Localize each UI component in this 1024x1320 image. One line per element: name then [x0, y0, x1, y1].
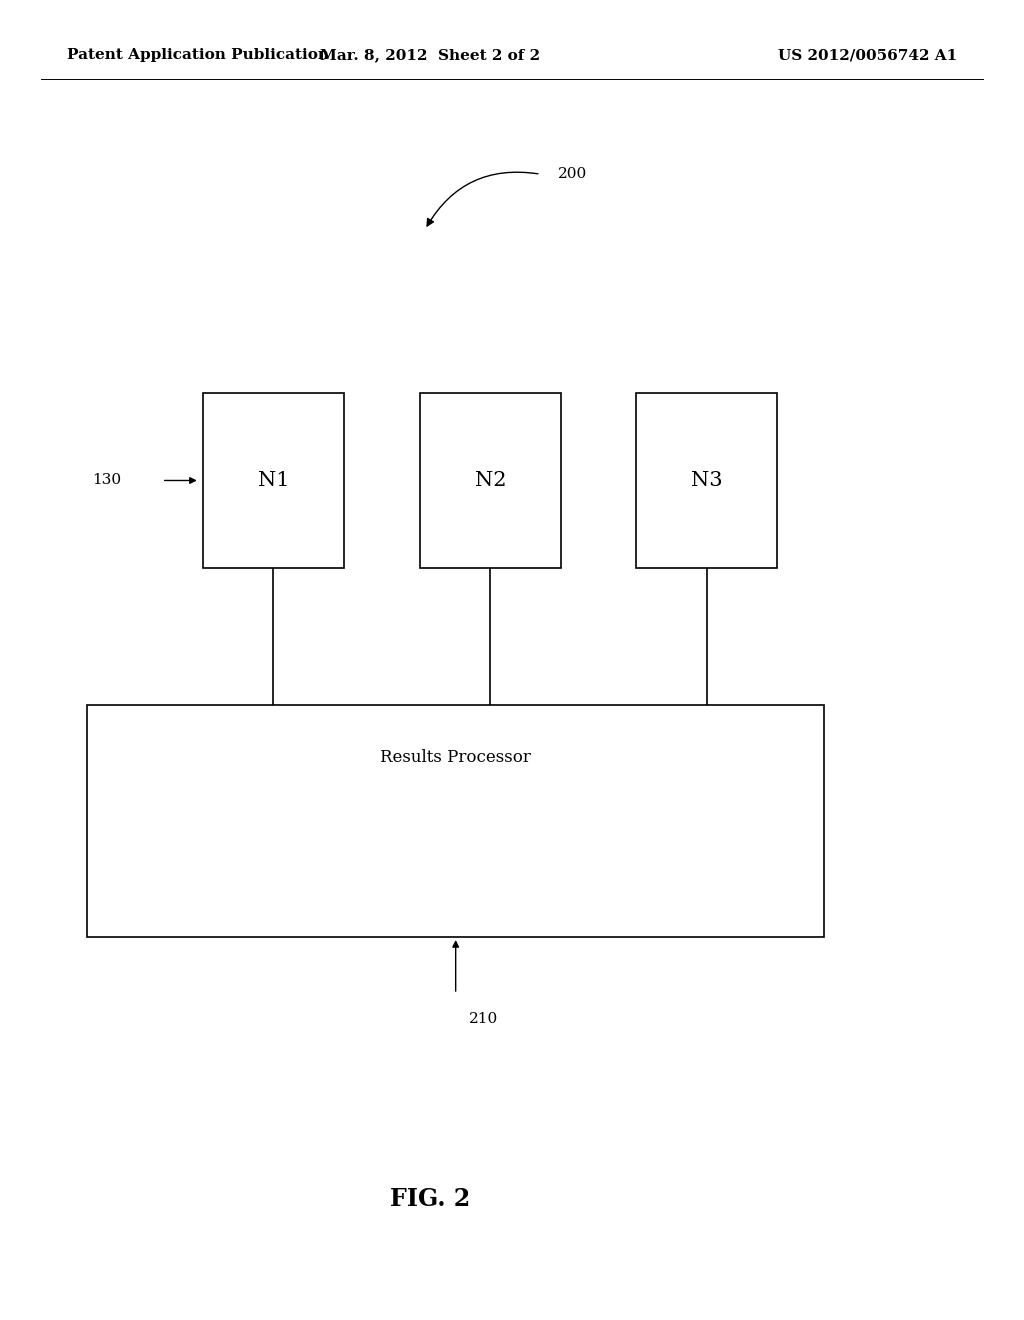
Bar: [203, 393, 344, 568]
Bar: [420, 393, 561, 568]
Bar: [87, 705, 824, 937]
Text: Mar. 8, 2012  Sheet 2 of 2: Mar. 8, 2012 Sheet 2 of 2: [321, 49, 540, 62]
Text: Patent Application Publication: Patent Application Publication: [67, 49, 329, 62]
Text: 210: 210: [469, 1012, 499, 1026]
Text: Results Processor: Results Processor: [380, 750, 531, 766]
Text: N3: N3: [691, 471, 722, 490]
Text: US 2012/0056742 A1: US 2012/0056742 A1: [778, 49, 957, 62]
Bar: [636, 393, 777, 568]
Text: 130: 130: [92, 474, 121, 487]
Text: FIG. 2: FIG. 2: [390, 1187, 470, 1210]
Text: N2: N2: [475, 471, 506, 490]
Text: N1: N1: [258, 471, 289, 490]
Text: 200: 200: [558, 168, 588, 181]
